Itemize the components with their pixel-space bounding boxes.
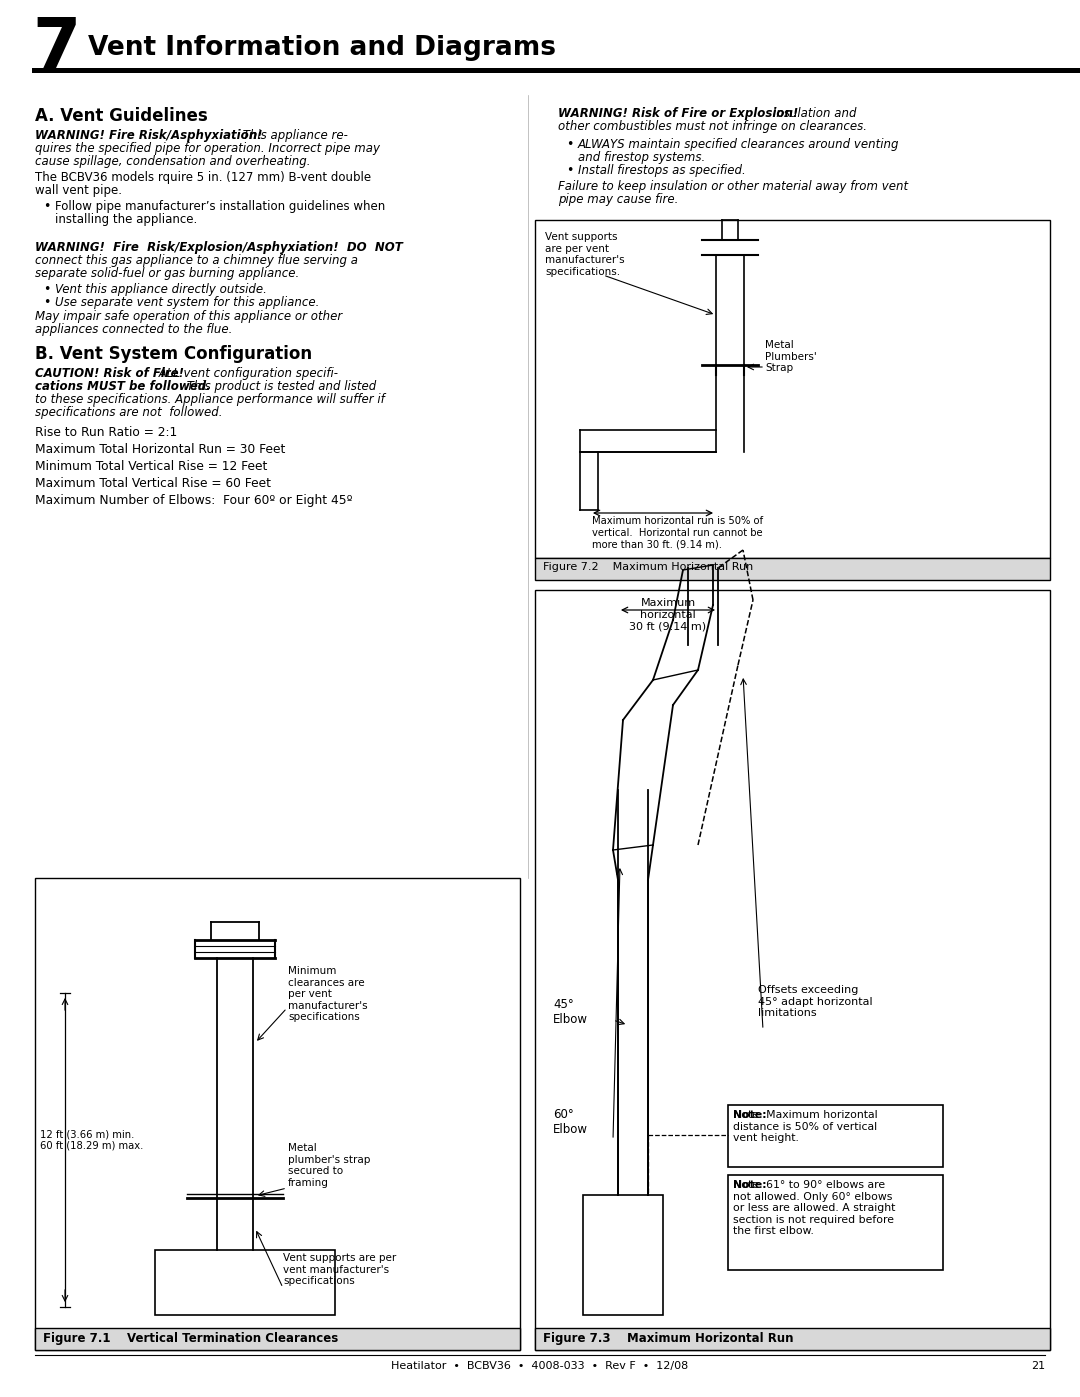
Text: WARNING! Risk of Fire or Explosion!: WARNING! Risk of Fire or Explosion! (558, 108, 798, 120)
Text: B. Vent System Configuration: B. Vent System Configuration (35, 345, 312, 363)
Text: Figure 7.2    Maximum Horizontal Run: Figure 7.2 Maximum Horizontal Run (543, 562, 753, 571)
Text: ALWAYS maintain specified clearances around venting: ALWAYS maintain specified clearances aro… (578, 138, 900, 151)
Text: The BCBV36 models rquire 5 in. (127 mm) B-vent double: The BCBV36 models rquire 5 in. (127 mm) … (35, 170, 372, 184)
Bar (32, 68, 1080, 73)
Text: •: • (566, 163, 573, 177)
Text: 7: 7 (32, 14, 80, 81)
Text: Heatilator  •  BCBV36  •  4008-033  •  Rev F  •  12/08: Heatilator • BCBV36 • 4008-033 • Rev F •… (391, 1361, 689, 1370)
Text: Vent supports
are per vent
manufacturer's
specifications.: Vent supports are per vent manufacturer'… (545, 232, 624, 277)
Text: •: • (43, 200, 51, 212)
Text: Note:: Note: (733, 1111, 767, 1120)
Text: wall vent pipe.: wall vent pipe. (35, 184, 122, 197)
Text: A. Vent Guidelines: A. Vent Guidelines (35, 108, 207, 124)
Text: Metal
plumber's strap
secured to
framing: Metal plumber's strap secured to framing (288, 1143, 370, 1187)
Text: Failure to keep insulation or other material away from vent: Failure to keep insulation or other mate… (558, 180, 908, 193)
Text: Maximum horizontal run is 50% of
vertical.  Horizontal run cannot be
more than 3: Maximum horizontal run is 50% of vertica… (592, 515, 764, 549)
Text: Metal
Plumbers'
Strap: Metal Plumbers' Strap (765, 339, 816, 373)
Text: installing the appliance.: installing the appliance. (55, 212, 198, 226)
Text: Insulation and: Insulation and (769, 108, 856, 120)
Bar (535, 590, 1050, 1350)
Text: This appliance re-: This appliance re- (239, 129, 348, 142)
Text: specifications are not  followed.: specifications are not followed. (35, 407, 222, 419)
Text: 60°
Elbow: 60° Elbow (553, 1108, 588, 1136)
Text: WARNING! Fire Risk/Asphyxiation!: WARNING! Fire Risk/Asphyxiation! (35, 129, 262, 142)
Text: Maximum Number of Elbows:  Four 60º or Eight 45º: Maximum Number of Elbows: Four 60º or Ei… (35, 495, 352, 507)
Text: Vent supports are per
vent manufacturer's
specifications: Vent supports are per vent manufacturer'… (283, 1253, 396, 1287)
Text: ALL vent configuration specifi-: ALL vent configuration specifi- (156, 367, 338, 380)
Bar (535, 557, 1050, 580)
Bar (728, 1175, 943, 1270)
Text: Use separate vent system for this appliance.: Use separate vent system for this applia… (55, 296, 320, 309)
Text: Note: Maximum horizontal
distance is 50% of vertical
vent height.: Note: Maximum horizontal distance is 50%… (733, 1111, 878, 1143)
Bar (728, 1105, 943, 1166)
Text: Vent this appliance directly outside.: Vent this appliance directly outside. (55, 284, 267, 296)
Text: Follow pipe manufacturer’s installation guidelines when: Follow pipe manufacturer’s installation … (55, 200, 386, 212)
Text: Note: 61° to 90° elbows are
not allowed. Only 60° elbows
or less are allowed. A : Note: 61° to 90° elbows are not allowed.… (733, 1180, 895, 1236)
Text: •: • (566, 138, 573, 151)
Text: 21: 21 (1031, 1361, 1045, 1370)
Bar (156, 1250, 335, 1315)
Text: Rise to Run Ratio = 2:1: Rise to Run Ratio = 2:1 (35, 426, 177, 439)
Text: 12 ft (3.66 m) min.
60 ft (18.29 m) max.: 12 ft (3.66 m) min. 60 ft (18.29 m) max. (40, 1129, 144, 1151)
Text: to these specifications. Appliance performance will suffer if: to these specifications. Appliance perfo… (35, 393, 384, 407)
Text: Figure 7.1    Vertical Termination Clearances: Figure 7.1 Vertical Termination Clearanc… (43, 1331, 338, 1345)
Text: CAUTION! Risk of Fire!: CAUTION! Risk of Fire! (35, 367, 184, 380)
Text: Maximum Total Vertical Rise = 60 Feet: Maximum Total Vertical Rise = 60 Feet (35, 476, 271, 490)
Bar (0, 0, 1080, 95)
Text: •: • (43, 284, 51, 296)
Text: Vent Information and Diagrams: Vent Information and Diagrams (87, 35, 556, 61)
Text: separate solid-fuel or gas burning appliance.: separate solid-fuel or gas burning appli… (35, 267, 299, 279)
Text: pipe may cause fire.: pipe may cause fire. (558, 193, 678, 205)
Text: WARNING!  Fire  Risk/Explosion/Asphyxiation!  DO  NOT: WARNING! Fire Risk/Explosion/Asphyxiatio… (35, 242, 403, 254)
Bar (35, 877, 519, 1350)
Text: quires the specified pipe for operation. Incorrect pipe may: quires the specified pipe for operation.… (35, 142, 380, 155)
Text: •: • (43, 296, 51, 309)
Text: Install firestops as specified.: Install firestops as specified. (578, 163, 746, 177)
Text: cause spillage, condensation and overheating.: cause spillage, condensation and overhea… (35, 155, 311, 168)
Bar (535, 1329, 1050, 1350)
Text: This product is tested and listed: This product is tested and listed (183, 380, 376, 393)
Bar (35, 1329, 519, 1350)
Text: connect this gas appliance to a chimney flue serving a: connect this gas appliance to a chimney … (35, 254, 357, 267)
Text: Maximum
horizontal
30 ft (9.14 m): Maximum horizontal 30 ft (9.14 m) (630, 598, 706, 631)
Bar (535, 219, 1050, 557)
Text: Minimum Total Vertical Rise = 12 Feet: Minimum Total Vertical Rise = 12 Feet (35, 460, 268, 474)
Bar (583, 1194, 663, 1315)
Text: and firestop systems.: and firestop systems. (578, 151, 705, 163)
Text: appliances connected to the flue.: appliances connected to the flue. (35, 323, 232, 337)
Text: Offsets exceeding
45° adapt horizontal
limitations: Offsets exceeding 45° adapt horizontal l… (758, 985, 873, 1018)
Text: Figure 7.3    Maximum Horizontal Run: Figure 7.3 Maximum Horizontal Run (543, 1331, 794, 1345)
Text: 45°
Elbow: 45° Elbow (553, 997, 588, 1025)
Text: Note:: Note: (733, 1180, 767, 1190)
Text: Maximum Total Horizontal Run = 30 Feet: Maximum Total Horizontal Run = 30 Feet (35, 443, 285, 455)
Text: May impair safe operation of this appliance or other: May impair safe operation of this applia… (35, 310, 342, 323)
Text: other combustibles must not infringe on clearances.: other combustibles must not infringe on … (558, 120, 867, 133)
Text: Minimum
clearances are
per vent
manufacturer's
specifications: Minimum clearances are per vent manufact… (288, 965, 367, 1023)
Text: cations MUST be followed.: cations MUST be followed. (35, 380, 211, 393)
